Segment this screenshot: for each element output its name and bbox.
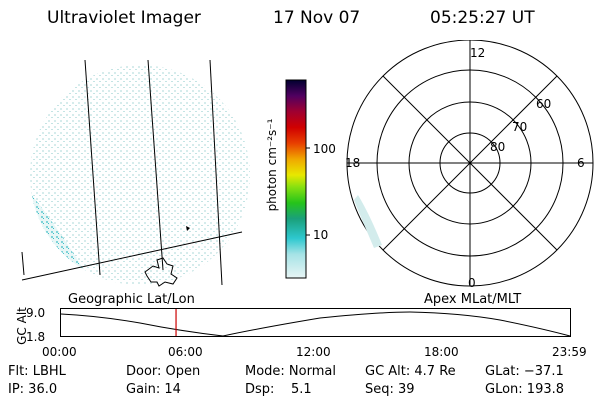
color-bar bbox=[285, 79, 310, 279]
polar-plot bbox=[346, 40, 594, 287]
timeline-xtick-2359: 23:59 bbox=[552, 345, 587, 359]
timeline-ytick-bottom: 1.8 bbox=[26, 330, 46, 344]
status-glat: GLat: −37.1 bbox=[485, 364, 564, 379]
subsatellite-marker bbox=[186, 226, 190, 231]
apex-panel-label: Apex MLat/MLT bbox=[424, 292, 522, 307]
mlt-label-0: 0 bbox=[468, 276, 476, 290]
lat-label-70: 70 bbox=[512, 120, 528, 134]
timeline-ytick-top: 9.0 bbox=[26, 306, 46, 320]
timeline-xtick-1200: 12:00 bbox=[296, 345, 331, 359]
timeline-xtick-0000: 00:00 bbox=[42, 345, 77, 359]
timeline-xtick-0600: 06:00 bbox=[168, 345, 203, 359]
limb-mark bbox=[21, 251, 25, 276]
status-ip: IP: 36.0 bbox=[8, 382, 58, 397]
colorbar-tick-100: 100 bbox=[313, 142, 336, 156]
timeline-frame bbox=[60, 308, 571, 337]
altitude-timeline bbox=[60, 308, 571, 337]
latitude-line bbox=[21, 231, 243, 281]
geographic-panel-label: Geographic Lat/Lon bbox=[68, 292, 195, 307]
status-filter: Flt: LBHL bbox=[8, 364, 66, 379]
mlt-label-6: 6 bbox=[577, 156, 585, 170]
status-gc-alt: GC Alt: 4.7 Re bbox=[365, 364, 456, 379]
status-door: Door: Open bbox=[126, 364, 201, 379]
instrument-title: Ultraviolet Imager bbox=[47, 8, 201, 28]
color-scale bbox=[285, 79, 307, 279]
mlt-label-12: 12 bbox=[470, 46, 486, 60]
observation-date: 17 Nov 07 bbox=[273, 8, 361, 28]
status-gain: Gain: 14 bbox=[126, 382, 181, 397]
mlt-label-18: 18 bbox=[345, 156, 361, 170]
observation-time: 05:25:27 UT bbox=[430, 8, 535, 28]
longitude-line bbox=[209, 59, 223, 286]
status-mode: Mode: Normal bbox=[245, 364, 336, 379]
polar-aurora-patch bbox=[354, 195, 382, 248]
lat-label-80: 80 bbox=[490, 140, 506, 154]
status-seq: Seq: 39 bbox=[365, 382, 415, 397]
aurora-image-disk bbox=[30, 65, 250, 285]
colorbar-unit-label: photon cm⁻²s⁻¹ bbox=[265, 118, 279, 212]
coastline bbox=[144, 257, 178, 287]
longitude-line bbox=[84, 59, 101, 276]
colorbar-tick-10: 10 bbox=[313, 228, 329, 242]
lat-label-60: 60 bbox=[536, 97, 552, 111]
geographic-image bbox=[21, 59, 250, 287]
timeline-xtick-1800: 18:00 bbox=[424, 345, 459, 359]
status-glon: GLon: 193.8 bbox=[485, 382, 565, 397]
mlt-spoke bbox=[382, 75, 558, 251]
longitude-line bbox=[147, 59, 164, 271]
status-dsp: Dsp: 5.1 bbox=[245, 382, 312, 397]
altitude-curve bbox=[60, 311, 571, 337]
